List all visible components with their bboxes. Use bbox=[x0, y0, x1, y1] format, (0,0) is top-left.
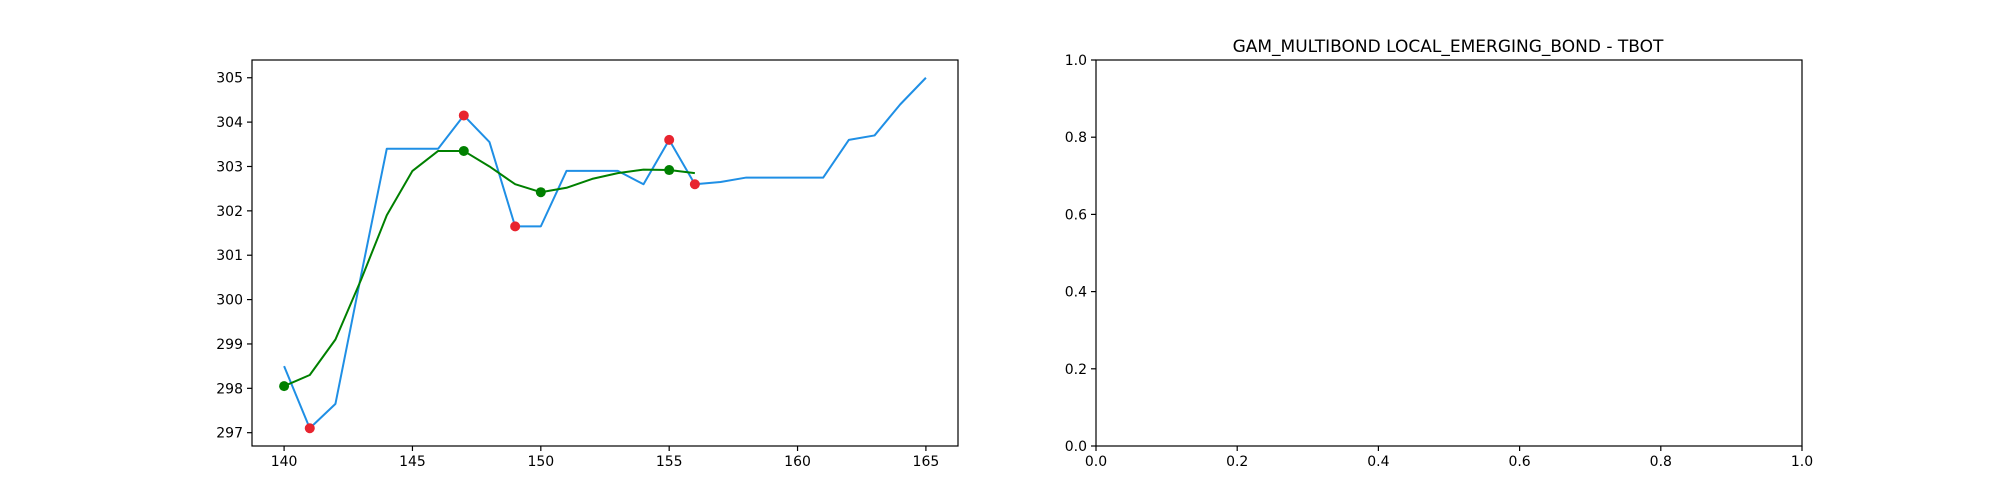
green-marker-point bbox=[664, 165, 675, 176]
left-x-tick-label: 145 bbox=[399, 454, 426, 470]
right-empty-chart: GAM_MULTIBOND LOCAL_EMERGING_BOND - TBOT… bbox=[1065, 37, 1813, 470]
right-y-tick-label: 0.2 bbox=[1065, 362, 1087, 378]
red-marker-point bbox=[304, 423, 315, 434]
left-x-tick-label: 155 bbox=[656, 454, 683, 470]
right-y-tick-label: 0.8 bbox=[1065, 130, 1087, 146]
left-y-tick-label: 298 bbox=[216, 381, 243, 397]
left-y-tick-label: 305 bbox=[216, 71, 243, 87]
right-x-tick-label: 0.8 bbox=[1650, 454, 1672, 470]
left-price-chart: 140 145 150 155 160 165 297 298 299 300 301 302 303 3… bbox=[216, 59, 959, 470]
left-y-tick-label: 302 bbox=[216, 204, 243, 220]
left-x-tick-label: 160 bbox=[784, 454, 811, 470]
green-marker-point bbox=[535, 187, 546, 198]
right-y-tick-label: 0.4 bbox=[1065, 285, 1087, 301]
left-y-tick-label: 297 bbox=[216, 426, 243, 442]
left-axes-frame bbox=[251, 59, 959, 447]
right-y-tick-label: 0.0 bbox=[1065, 439, 1087, 455]
left-chart-ticks: 140 145 150 155 160 165 297 298 299 300 301 302 303 3… bbox=[216, 71, 939, 470]
left-x-tick-label: 140 bbox=[271, 454, 298, 470]
red-marker-point bbox=[689, 179, 700, 190]
left-y-tick-label: 299 bbox=[216, 337, 243, 353]
left-chart-marks bbox=[279, 77, 927, 434]
right-x-tick-label: 0.2 bbox=[1226, 454, 1248, 470]
left-x-tick-label: 165 bbox=[913, 454, 940, 470]
left-y-tick-label: 304 bbox=[216, 115, 243, 131]
right-chart-ticks: 0.0 0.2 0.4 0.6 0.8 1.0 0.0 0.2 0.4 0.6 0.8 1.0 bbox=[1065, 53, 1813, 470]
left-x-tick-label: 150 bbox=[527, 454, 554, 470]
green-marker-point bbox=[458, 145, 469, 156]
right-y-tick-label: 0.6 bbox=[1065, 207, 1087, 223]
red-marker-point bbox=[510, 221, 521, 232]
right-x-tick-label: 1.0 bbox=[1791, 454, 1813, 470]
left-y-tick-label: 301 bbox=[216, 248, 243, 264]
red-marker-point bbox=[664, 134, 675, 145]
right-x-tick-label: 0.4 bbox=[1367, 454, 1389, 470]
green-marker-point bbox=[279, 381, 290, 392]
right-x-tick-label: 0.0 bbox=[1085, 454, 1107, 470]
right-chart-title: GAM_MULTIBOND LOCAL_EMERGING_BOND - TBOT bbox=[1233, 37, 1664, 57]
smoothed-line bbox=[283, 149, 695, 388]
right-x-tick-label: 0.6 bbox=[1508, 454, 1530, 470]
right-axes-frame bbox=[1095, 59, 1803, 447]
left-y-tick-label: 303 bbox=[216, 159, 243, 175]
red-marker-point bbox=[458, 110, 469, 121]
right-y-tick-label: 1.0 bbox=[1065, 53, 1087, 69]
left-y-tick-label: 300 bbox=[216, 293, 243, 309]
price-line bbox=[283, 77, 927, 430]
